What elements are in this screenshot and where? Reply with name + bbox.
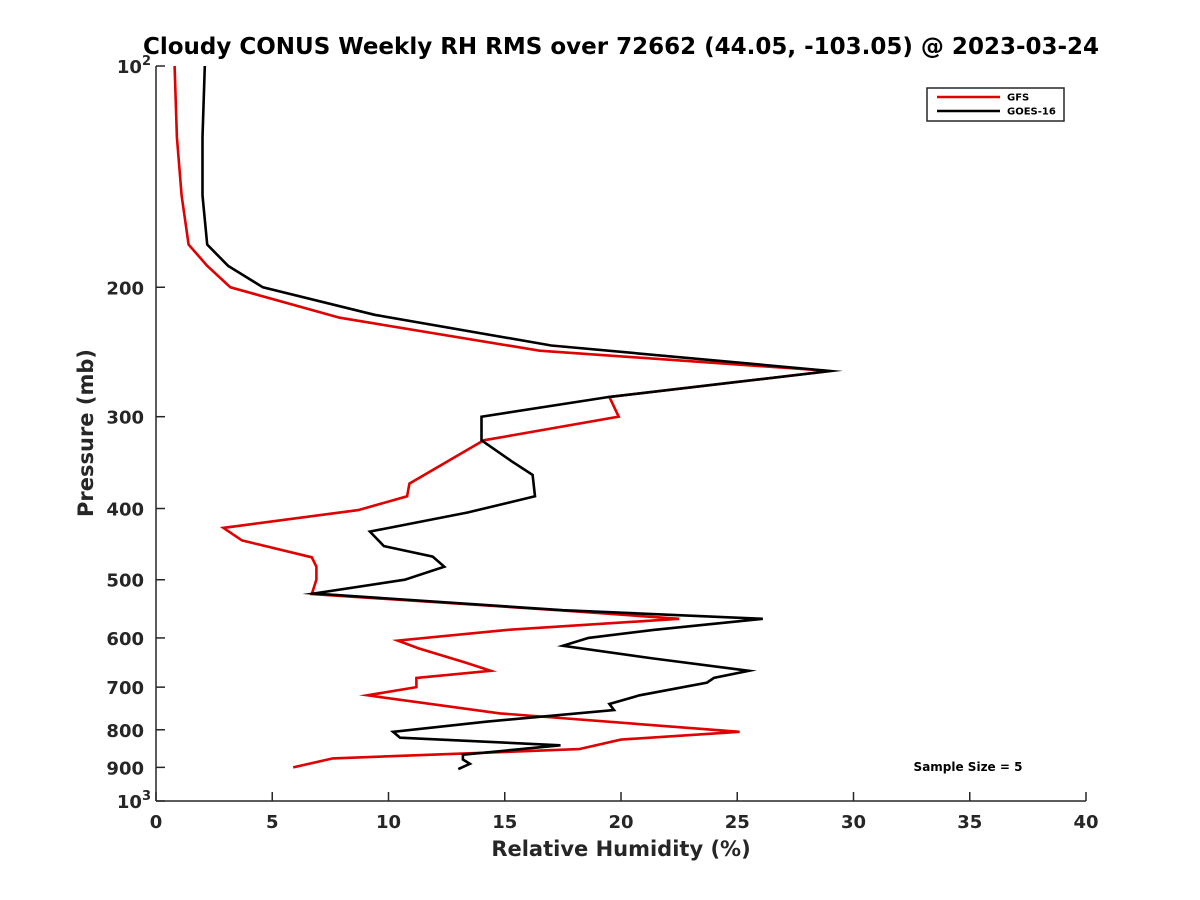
x-tick-label: 20: [608, 812, 633, 833]
y-tick-label: 300: [106, 408, 144, 429]
y-tick-label: 200: [106, 278, 144, 299]
series-line-goes-16: [201, 65, 843, 771]
x-tick-label: 0: [150, 812, 163, 833]
y-axis-label: Pressure (mb): [74, 349, 98, 517]
chart-legend: GFS GOES-16: [926, 87, 1065, 122]
y-tick-label: 800: [106, 721, 144, 742]
plot-axes: 0 5 10 15 20 25 30 35 40 102 200 300 400 500 600 700 800…: [106, 54, 1098, 833]
sample-size-annotation: Sample Size = 5: [914, 760, 1023, 774]
x-tick-label: 25: [725, 812, 750, 833]
x-tick-label: 5: [266, 812, 279, 833]
x-tick-label: 35: [957, 812, 982, 833]
y-tick-label: 900: [106, 758, 144, 779]
series-line-gfs: [173, 65, 831, 769]
x-tick-label: 30: [841, 812, 866, 833]
legend-box: [926, 87, 1065, 122]
chart-title: Cloudy CONUS Weekly RH RMS over 72662 (4…: [143, 34, 1099, 60]
x-tick-label: 15: [492, 812, 517, 833]
x-tick-label: 40: [1073, 812, 1098, 833]
y-tick-label: 103: [117, 789, 151, 813]
y-tick-label: 400: [106, 500, 144, 521]
y-tick-label: 600: [106, 629, 144, 650]
y-tick-label: 500: [106, 571, 144, 592]
series-layer: [173, 65, 843, 771]
x-axis-label: Relative Humidity (%): [491, 837, 750, 861]
legend-entry-label: GFS: [1007, 93, 1029, 104]
y-tick-label: 102: [117, 54, 151, 78]
y-tick-label: 700: [106, 678, 144, 699]
x-tick-label: 10: [376, 812, 401, 833]
legend-entry-label: GOES-16: [1007, 107, 1056, 118]
